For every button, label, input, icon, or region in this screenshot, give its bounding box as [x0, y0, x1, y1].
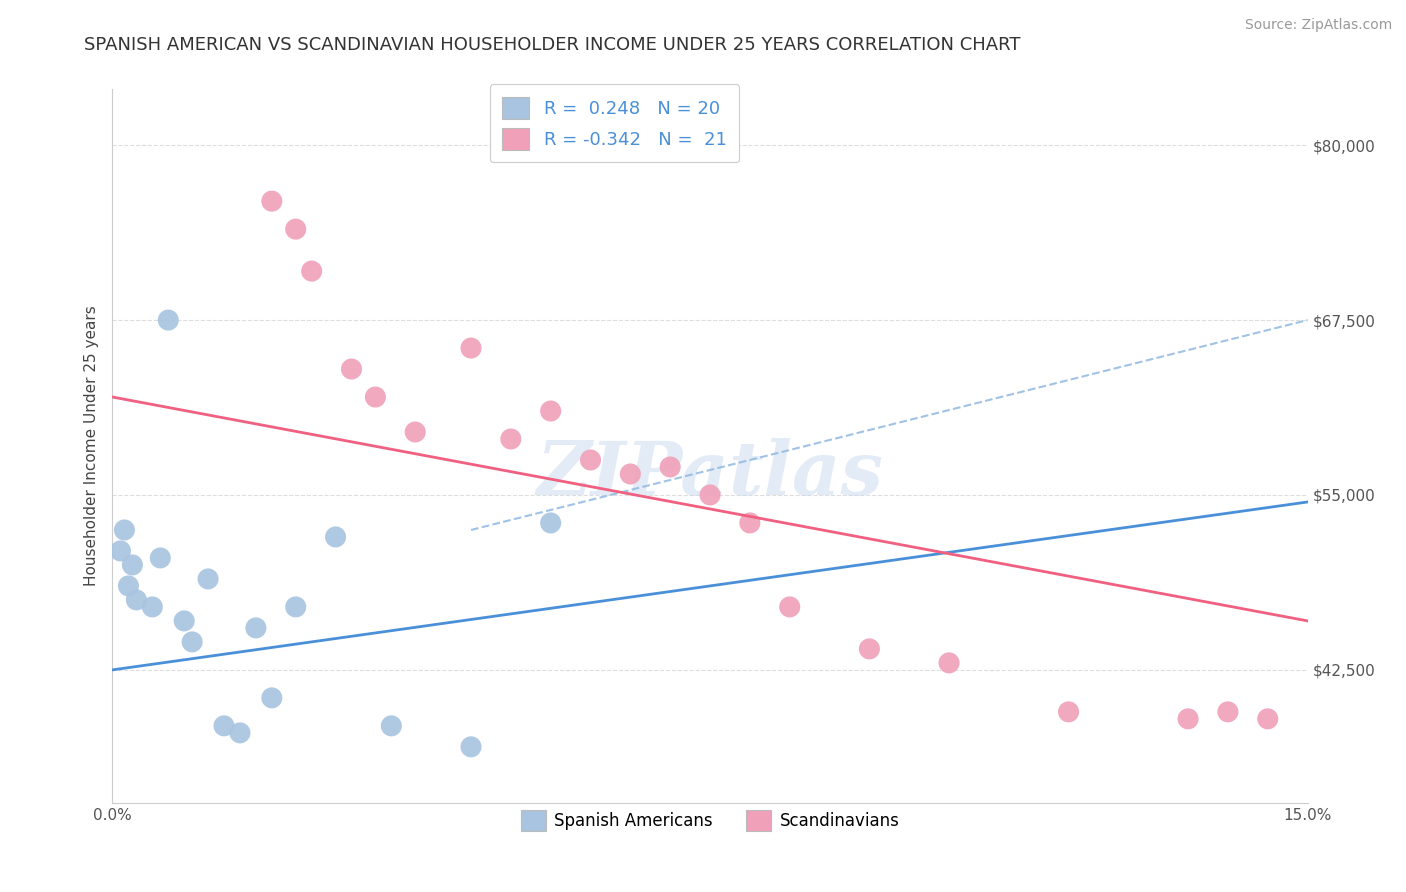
Point	[364, 390, 387, 404]
Point	[659, 460, 682, 475]
Legend: Spanish Americans, Scandinavians: Spanish Americans, Scandinavians	[515, 804, 905, 838]
Point	[1057, 705, 1080, 719]
Point	[858, 641, 880, 656]
Point	[125, 593, 148, 607]
Text: SPANISH AMERICAN VS SCANDINAVIAN HOUSEHOLDER INCOME UNDER 25 YEARS CORRELATION C: SPANISH AMERICAN VS SCANDINAVIAN HOUSEHO…	[84, 36, 1021, 54]
Point	[540, 404, 562, 418]
Point	[540, 516, 562, 530]
Point	[340, 362, 363, 376]
Point	[460, 739, 482, 754]
Point	[181, 635, 204, 649]
Point	[197, 572, 219, 586]
Point	[284, 222, 307, 236]
Point	[157, 313, 180, 327]
Point	[938, 656, 960, 670]
Point	[117, 579, 139, 593]
Point	[738, 516, 761, 530]
Point	[229, 726, 252, 740]
Point	[779, 599, 801, 614]
Point	[110, 544, 132, 558]
Text: Source: ZipAtlas.com: Source: ZipAtlas.com	[1244, 18, 1392, 32]
Point	[579, 453, 602, 467]
Point	[121, 558, 143, 572]
Point	[260, 194, 283, 208]
Point	[114, 523, 135, 537]
Point	[1177, 712, 1199, 726]
Point	[141, 599, 163, 614]
Point	[301, 264, 323, 278]
Point	[173, 614, 195, 628]
Point	[260, 690, 283, 705]
Point	[1257, 712, 1279, 726]
Text: ZIPatlas: ZIPatlas	[537, 438, 883, 511]
Point	[460, 341, 482, 355]
Point	[245, 621, 267, 635]
Point	[325, 530, 347, 544]
Point	[619, 467, 641, 481]
Point	[284, 599, 307, 614]
Point	[380, 719, 402, 733]
Point	[404, 425, 426, 439]
Y-axis label: Householder Income Under 25 years: Householder Income Under 25 years	[83, 306, 98, 586]
Point	[149, 550, 172, 565]
Point	[1216, 705, 1239, 719]
Point	[212, 719, 235, 733]
Point	[499, 432, 522, 446]
Point	[699, 488, 721, 502]
